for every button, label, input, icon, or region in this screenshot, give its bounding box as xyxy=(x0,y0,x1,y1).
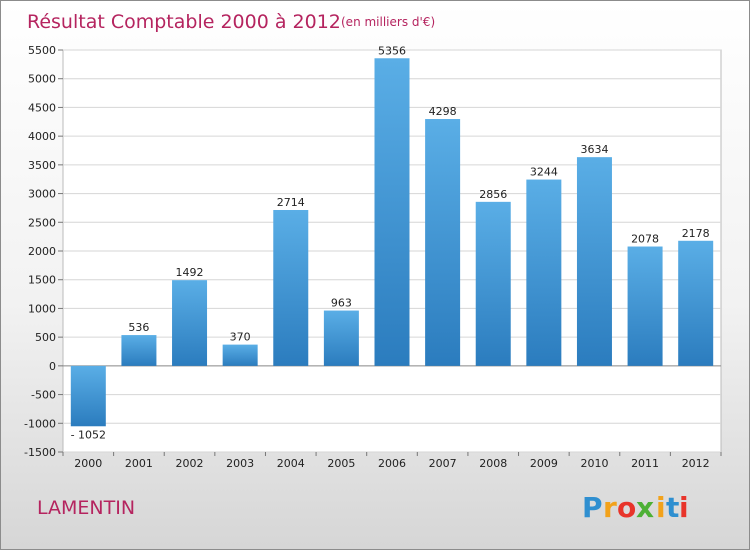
x-tick-label: 2010 xyxy=(580,457,608,470)
y-tick-label: 1000 xyxy=(28,302,56,315)
x-tick-label: 2007 xyxy=(429,457,457,470)
location-label: LAMENTIN xyxy=(37,497,135,519)
y-axis-ticks: -1500 -1000 -500 0 500 1000 1500 2000 2500 3000 35… xyxy=(24,44,63,459)
x-tick-label: 2011 xyxy=(631,457,659,470)
logo-letter: x xyxy=(636,491,654,524)
data-label-2002: 1492 xyxy=(176,266,204,279)
logo-letter: i xyxy=(679,491,689,524)
data-label-2012: 2178 xyxy=(682,227,710,240)
chart-subtitle: (en milliers d'€) xyxy=(341,15,435,29)
data-label-2001: 536 xyxy=(128,321,149,334)
x-tick-label: 2006 xyxy=(378,457,406,470)
data-label-2006: 5356 xyxy=(378,44,406,57)
x-tick-label: 2008 xyxy=(479,457,507,470)
bar-2001 xyxy=(121,335,157,366)
y-tick-label: 4000 xyxy=(28,130,56,143)
bar-2007 xyxy=(425,119,461,366)
data-label-2004: 2714 xyxy=(277,196,305,209)
y-tick-label: 3500 xyxy=(28,159,56,172)
data-label-2011: 2078 xyxy=(631,233,659,246)
bar-2000 xyxy=(70,365,106,427)
data-label-2009: 3244 xyxy=(530,166,558,179)
data-label-2007: 4298 xyxy=(429,105,457,118)
x-tick-label: 2001 xyxy=(125,457,153,470)
chart-title: Résultat Comptable 2000 à 2012 xyxy=(27,11,341,33)
bar-2010 xyxy=(576,157,612,366)
bar-2012 xyxy=(678,240,714,366)
data-label-2000: - 1052 xyxy=(71,428,106,441)
data-label-2008: 2856 xyxy=(479,188,507,201)
x-tick-label: 2003 xyxy=(226,457,254,470)
bar-2011 xyxy=(627,246,663,366)
bar-2003 xyxy=(222,344,258,366)
y-tick-label: -1000 xyxy=(24,417,56,430)
data-label-2003: 370 xyxy=(230,331,251,344)
y-tick-label: 4500 xyxy=(28,101,56,114)
data-labels: - 1052 536 1492 370 2714 963 5356 4298 2856 3244 3… xyxy=(71,44,710,441)
y-tick-label: 500 xyxy=(35,331,56,344)
y-tick-label: 2500 xyxy=(28,216,56,229)
x-axis-ticks: 2000 2001 2002 2003 2004 2005 2006 2007 2008 2009… xyxy=(62,452,722,470)
bar-2009 xyxy=(526,179,562,366)
logo-letter: t xyxy=(666,491,679,524)
y-tick-label: -1500 xyxy=(24,446,56,459)
y-tick-label: 5500 xyxy=(28,44,56,57)
data-label-2005: 963 xyxy=(331,297,352,310)
logo-letter: i xyxy=(656,491,666,524)
y-tick-label: 1500 xyxy=(28,274,56,287)
data-label-2010: 3634 xyxy=(580,143,608,156)
x-tick-label: 2005 xyxy=(327,457,355,470)
bar-2004 xyxy=(273,209,309,366)
x-tick-label: 2000 xyxy=(74,457,102,470)
logo-letter: P xyxy=(582,491,603,524)
logo-letter: o xyxy=(617,491,636,524)
bar-2008 xyxy=(475,201,511,366)
y-tick-label: 0 xyxy=(49,360,56,373)
x-tick-label: 2012 xyxy=(682,457,710,470)
logo-letter: r xyxy=(603,491,617,524)
bar-2002 xyxy=(172,280,208,366)
x-tick-label: 2002 xyxy=(176,457,204,470)
y-tick-label: 3000 xyxy=(28,188,56,201)
x-tick-label: 2009 xyxy=(530,457,558,470)
y-tick-label: 2000 xyxy=(28,245,56,258)
bars xyxy=(70,58,714,427)
y-tick-label: -500 xyxy=(31,389,56,402)
y-tick-label: 5000 xyxy=(28,73,56,86)
x-tick-label: 2004 xyxy=(277,457,305,470)
bar-2006 xyxy=(374,58,410,366)
bar-2005 xyxy=(323,310,359,366)
